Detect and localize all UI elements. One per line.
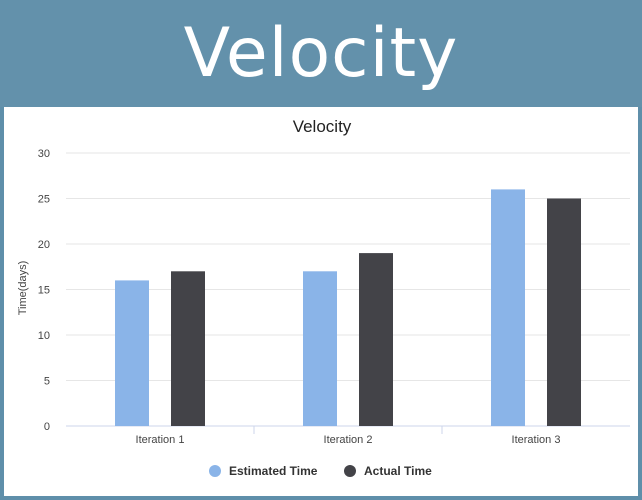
chart-panel: Velocity Time(days) 0 5 10 15 20 25 30 Iterati… [4,107,638,496]
y-tick-label: 30 [38,148,50,160]
x-tick-label: Iteration 1 [136,434,185,446]
legend-label: Estimated Time [229,464,318,478]
y-axis-label: Time(days) [17,261,29,316]
bar [115,280,149,426]
y-tick-label: 0 [44,421,50,433]
y-tick-label: 15 [38,285,50,297]
bar [359,253,393,426]
banner-title: Velocity [183,14,459,93]
y-tick-label: 25 [38,194,50,206]
legend-label: Actual Time [364,464,432,478]
legend-marker [344,465,356,477]
x-tick-label: Iteration 3 [512,434,561,446]
bar [491,189,525,426]
bar [547,198,581,426]
y-tick-label: 10 [38,330,50,342]
velocity-chart: Velocity Time(days) 0 5 10 15 20 25 30 Iterati… [17,117,630,478]
bar [171,271,205,426]
y-tick-label: 5 [44,376,50,388]
chart-title: Velocity [293,117,352,136]
banner: Velocity [0,0,642,107]
x-tick-label: Iteration 2 [324,434,373,446]
bar [303,271,337,426]
legend-marker [209,465,221,477]
y-tick-label: 20 [38,239,50,251]
